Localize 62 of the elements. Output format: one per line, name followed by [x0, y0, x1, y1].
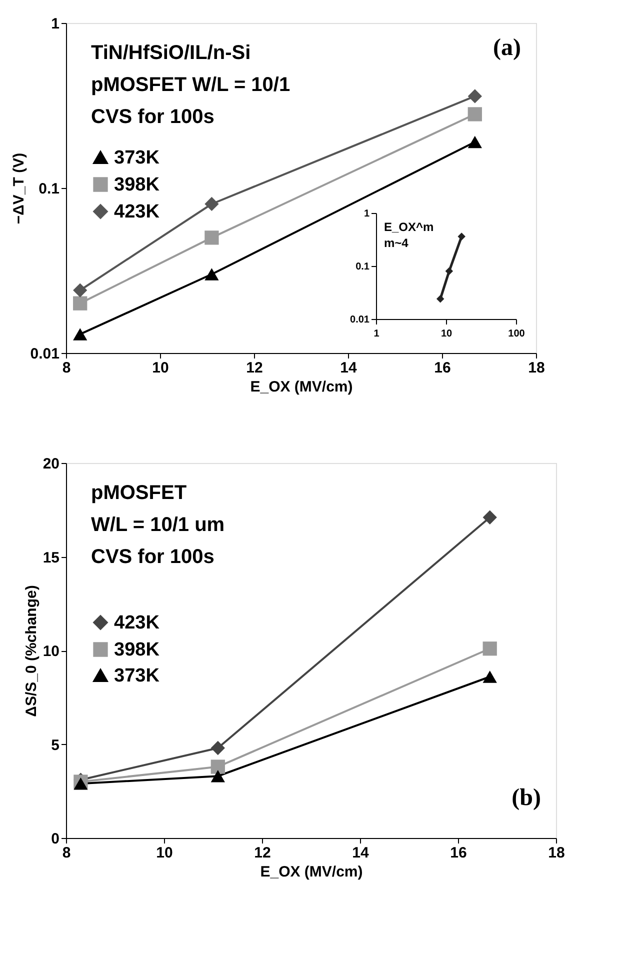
- x-tick-label: 8: [62, 360, 71, 376]
- annotation: m~4: [384, 236, 409, 250]
- legend-label: 373K: [114, 148, 160, 168]
- x-tick-label: 18: [548, 844, 565, 862]
- y-tick-label: 10: [42, 643, 60, 660]
- annotation: CVS for 100s: [91, 106, 214, 128]
- legend-label: 373K: [114, 666, 160, 686]
- x-tick-label: 10: [152, 360, 169, 376]
- point: [73, 296, 88, 310]
- annotation: E_OX^m: [384, 220, 434, 234]
- point: [482, 642, 497, 656]
- x-tick-label: 12: [254, 844, 271, 862]
- point: [73, 328, 88, 340]
- annotation: TiN/HfSiO/IL/n-Si: [91, 42, 251, 64]
- y-tick-label: 0.1: [38, 180, 60, 198]
- x-tick-label: 100: [508, 328, 526, 340]
- annotation: pMOSFET: [91, 482, 187, 504]
- point: [204, 268, 219, 280]
- x-tick-label: 16: [434, 360, 451, 376]
- y-axis-title: −ΔV_T (V): [10, 152, 28, 224]
- point: [210, 740, 225, 756]
- y-tick-label: 0: [51, 830, 60, 848]
- y-tick-label: 1: [364, 208, 370, 220]
- y-tick-label: 20: [42, 456, 60, 472]
- point: [204, 230, 219, 245]
- annotation: pMOSFET W/L = 10/1: [91, 74, 290, 96]
- x-tick-label: 12: [246, 360, 263, 376]
- point: [468, 107, 482, 122]
- point: [468, 89, 482, 104]
- legend-label: 398K: [114, 640, 160, 660]
- x-tick-label: 1: [374, 328, 380, 340]
- x-axis-title: E_OX (MV/cm): [250, 378, 353, 396]
- x-tick-label: 10: [440, 328, 452, 340]
- y-tick-label: 15: [42, 549, 60, 566]
- legend-label: 423K: [114, 612, 160, 634]
- point: [482, 670, 497, 683]
- annotation: W/L = 10/1 um: [91, 514, 225, 536]
- x-axis-title: E_OX (MV/cm): [260, 864, 363, 880]
- x-tick-label: 14: [340, 360, 358, 376]
- x-tick-label: 10: [156, 844, 173, 862]
- y-tick-label: 5: [51, 736, 60, 754]
- y-tick-label: 0.1: [356, 262, 370, 272]
- annotation: (b): [512, 785, 541, 811]
- legend-label: 398K: [114, 174, 160, 196]
- point: [210, 770, 225, 782]
- point: [73, 283, 88, 298]
- point: [468, 136, 482, 148]
- point: [210, 760, 225, 774]
- point: [74, 778, 88, 790]
- point: [482, 510, 497, 524]
- y-tick-label: 0.01: [350, 314, 370, 326]
- x-tick-label: 18: [528, 360, 545, 376]
- annotation: CVS for 100s: [91, 546, 214, 568]
- y-tick-label: 1: [51, 16, 60, 32]
- legend-label: 423K: [114, 202, 160, 222]
- y-axis-title: ΔS/S_0 (%change): [22, 585, 40, 717]
- annotation: (a): [493, 35, 521, 61]
- x-tick-label: 14: [352, 844, 370, 862]
- x-tick-label: 16: [450, 844, 467, 862]
- point: [204, 196, 219, 212]
- x-tick-label: 8: [62, 844, 71, 862]
- y-tick-label: 0.01: [30, 346, 60, 362]
